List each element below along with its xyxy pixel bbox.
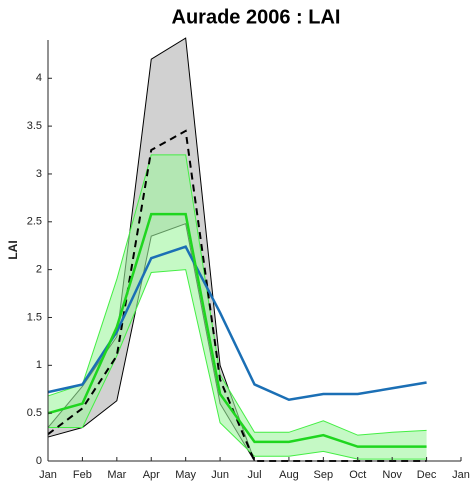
x-tick-label: Jun xyxy=(211,469,229,481)
y-tick-label: 1.5 xyxy=(27,311,42,323)
series-line xyxy=(47,129,427,462)
y-tick-label: 0 xyxy=(36,455,42,467)
x-tick-label: Apr xyxy=(143,469,160,481)
x-tick-label: Aug xyxy=(279,469,299,481)
x-tick-label: May xyxy=(175,469,196,481)
x-tick-label: Jul xyxy=(247,469,261,481)
y-tick-label: 3 xyxy=(36,168,42,180)
band-lower xyxy=(48,269,427,460)
y-tick-label: 4 xyxy=(36,72,42,84)
y-tick-label: 2.5 xyxy=(27,216,42,228)
x-tick-label: Jan xyxy=(452,469,470,481)
y-tick-label: 2 xyxy=(36,264,42,276)
x-tick-label: Jan xyxy=(39,469,57,481)
x-tick-label: Sep xyxy=(314,469,334,481)
chart-title: Aurade 2006 : LAI xyxy=(172,6,341,28)
x-tick-label: Nov xyxy=(382,469,402,481)
x-tick-label: Oct xyxy=(349,469,366,481)
y-axis-label: LAI xyxy=(6,240,20,259)
y-tick-label: 0.5 xyxy=(27,407,42,419)
band-area xyxy=(48,154,427,460)
x-tick-label: Dec xyxy=(417,469,437,481)
x-tick-label: Feb xyxy=(73,469,92,481)
y-tick-label: 1 xyxy=(36,359,42,371)
x-tick-label: Mar xyxy=(107,469,126,481)
band-upper xyxy=(47,154,427,436)
series-line xyxy=(47,212,427,448)
y-tick-label: 3.5 xyxy=(27,120,42,132)
